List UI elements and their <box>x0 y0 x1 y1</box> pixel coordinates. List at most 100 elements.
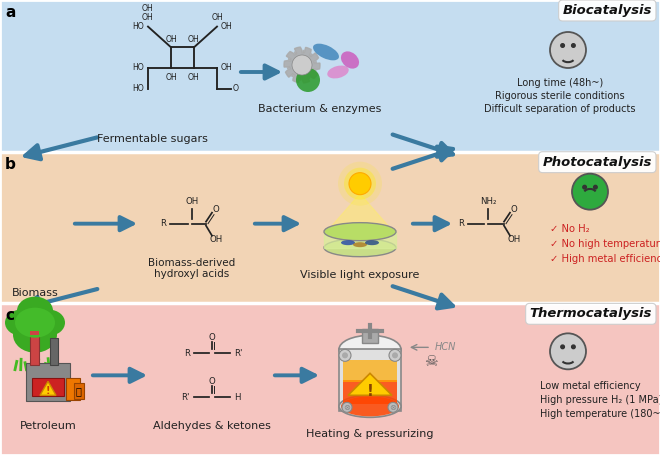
Bar <box>74 384 84 399</box>
Text: c: c <box>5 308 14 324</box>
Text: ⊗: ⊗ <box>389 403 397 412</box>
Text: OH: OH <box>221 64 233 72</box>
Ellipse shape <box>341 240 355 245</box>
Bar <box>30 342 40 369</box>
Text: OH: OH <box>165 35 177 44</box>
Polygon shape <box>332 194 388 226</box>
Text: R: R <box>160 219 166 228</box>
Bar <box>343 380 397 404</box>
Bar <box>339 349 401 411</box>
Text: Thermocatalysis: Thermocatalysis <box>529 307 652 320</box>
Text: HO: HO <box>132 22 144 31</box>
Text: ⊗: ⊗ <box>343 403 350 412</box>
Text: ✓ No H₂: ✓ No H₂ <box>550 224 589 234</box>
Ellipse shape <box>341 51 359 69</box>
Text: OH: OH <box>142 4 154 13</box>
Text: OH: OH <box>209 235 222 244</box>
Text: Heating & pressurizing: Heating & pressurizing <box>306 430 434 440</box>
Text: OH: OH <box>142 13 154 22</box>
Text: ✓ No high temperature: ✓ No high temperature <box>550 239 660 249</box>
Text: R: R <box>184 349 190 358</box>
Text: a: a <box>5 5 15 20</box>
Bar <box>343 360 397 382</box>
Polygon shape <box>40 381 56 395</box>
Text: OH: OH <box>185 197 199 206</box>
Text: Difficult separation of products: Difficult separation of products <box>484 104 636 114</box>
Text: Biocatalysis: Biocatalysis <box>562 4 652 17</box>
Ellipse shape <box>365 240 379 245</box>
Text: OH: OH <box>211 13 223 22</box>
Bar <box>66 379 80 400</box>
Text: NH₂: NH₂ <box>480 197 496 206</box>
Circle shape <box>388 402 398 412</box>
Circle shape <box>344 168 376 200</box>
Bar <box>0 303 660 455</box>
Bar <box>30 331 39 335</box>
Text: ☠: ☠ <box>424 354 438 369</box>
Text: Petroleum: Petroleum <box>20 421 77 431</box>
Text: !: ! <box>366 384 374 399</box>
Ellipse shape <box>327 66 348 78</box>
Text: 💧: 💧 <box>75 386 81 396</box>
Circle shape <box>339 349 351 361</box>
Text: !: ! <box>46 386 50 396</box>
Text: OH: OH <box>221 22 233 31</box>
Bar <box>0 0 660 152</box>
Text: Low metal efficiency: Low metal efficiency <box>540 381 641 391</box>
Circle shape <box>593 185 597 189</box>
Text: H: H <box>234 393 240 402</box>
Circle shape <box>572 174 608 210</box>
Text: R': R' <box>234 349 242 358</box>
Text: O: O <box>209 333 215 342</box>
Ellipse shape <box>324 222 396 241</box>
Bar <box>50 339 58 365</box>
Text: OH: OH <box>508 235 521 244</box>
Ellipse shape <box>17 297 53 325</box>
Bar <box>362 329 378 344</box>
Circle shape <box>561 44 564 47</box>
Text: Biomass-derived
hydroxyl acids: Biomass-derived hydroxyl acids <box>148 258 236 279</box>
Ellipse shape <box>5 310 37 336</box>
Ellipse shape <box>339 395 401 417</box>
Text: O: O <box>209 377 215 386</box>
Text: Rigorous sterile conditions: Rigorous sterile conditions <box>495 91 625 101</box>
Text: R: R <box>458 219 464 228</box>
Bar <box>26 364 70 401</box>
Text: Photocatalysis: Photocatalysis <box>543 156 652 169</box>
Polygon shape <box>324 232 396 248</box>
Circle shape <box>349 172 371 195</box>
Circle shape <box>572 345 576 349</box>
Text: Long time (48h~): Long time (48h~) <box>517 78 603 88</box>
Circle shape <box>392 352 398 359</box>
Circle shape <box>342 402 352 412</box>
Ellipse shape <box>313 44 339 61</box>
Text: O: O <box>213 205 219 214</box>
Text: O: O <box>233 84 239 93</box>
Circle shape <box>583 185 586 189</box>
Text: Fermentable sugars: Fermentable sugars <box>96 134 207 144</box>
Polygon shape <box>348 374 392 395</box>
Circle shape <box>550 32 586 68</box>
Ellipse shape <box>341 396 399 416</box>
Ellipse shape <box>353 242 367 247</box>
Circle shape <box>572 44 576 47</box>
Ellipse shape <box>13 317 57 353</box>
Text: OH: OH <box>188 72 200 81</box>
Text: OH: OH <box>188 35 200 44</box>
Ellipse shape <box>33 310 65 336</box>
Ellipse shape <box>339 335 401 364</box>
Text: HO: HO <box>132 84 144 93</box>
Circle shape <box>561 345 564 349</box>
Text: High temperature (180~220 °C): High temperature (180~220 °C) <box>540 410 660 420</box>
Circle shape <box>342 352 348 359</box>
Text: Bacterium & enzymes: Bacterium & enzymes <box>258 104 381 114</box>
Text: Visible light exposure: Visible light exposure <box>300 270 420 280</box>
Ellipse shape <box>324 239 396 257</box>
Text: Aldehydes & ketones: Aldehydes & ketones <box>153 421 271 431</box>
Bar <box>32 379 64 396</box>
Circle shape <box>350 174 370 194</box>
Circle shape <box>389 349 401 361</box>
Text: High pressure H₂ (1 MPa): High pressure H₂ (1 MPa) <box>540 395 660 405</box>
Text: OH: OH <box>165 72 177 81</box>
Text: b: b <box>5 157 16 172</box>
